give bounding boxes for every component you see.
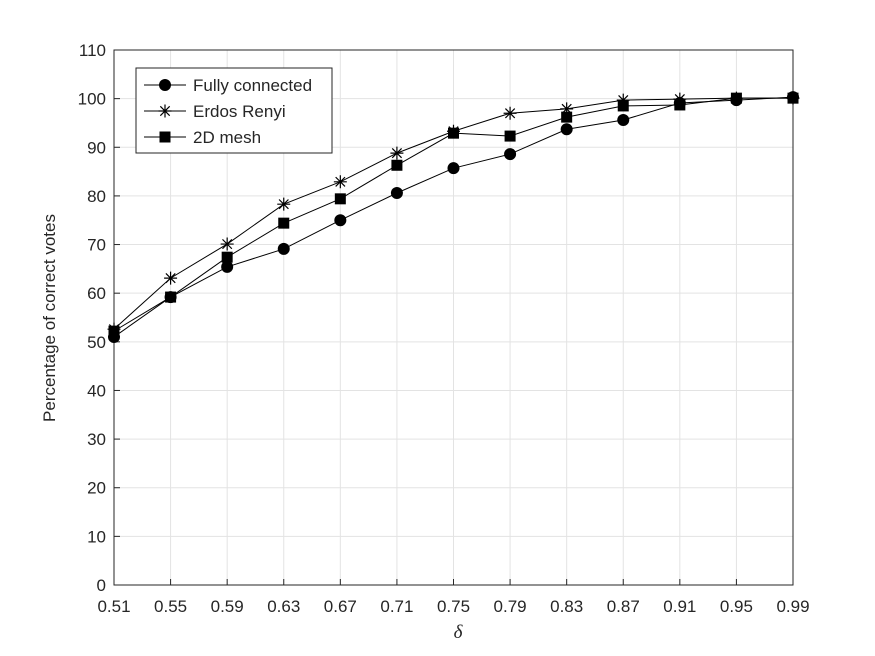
- marker: [391, 159, 403, 171]
- marker: [334, 214, 347, 227]
- x-axis-label: δ: [454, 622, 464, 643]
- marker: [158, 104, 172, 118]
- marker: [159, 131, 171, 143]
- y-tick-label: 20: [87, 479, 106, 498]
- x-tick-label: 0.51: [97, 597, 130, 616]
- marker: [220, 237, 234, 251]
- y-tick-label: 70: [87, 236, 106, 255]
- marker: [673, 92, 687, 106]
- marker: [390, 186, 403, 199]
- marker: [221, 260, 234, 273]
- marker: [277, 242, 290, 255]
- legend: Fully connected Erdos Renyi 2D mesh: [135, 67, 333, 154]
- y-tick-label: 100: [78, 90, 106, 109]
- marker: [390, 146, 404, 160]
- marker: [278, 217, 290, 229]
- plot-frame: [113, 49, 794, 586]
- x-tick-label: 0.75: [437, 597, 470, 616]
- x-tick-label: 0.87: [607, 597, 640, 616]
- y-tick-label: 90: [87, 138, 106, 157]
- y-tick-label: 40: [87, 381, 106, 400]
- legend-label: Fully connected: [193, 76, 312, 95]
- y-tick-label: 30: [87, 430, 106, 449]
- x-tick-label: 0.55: [154, 597, 187, 616]
- marker: [277, 197, 291, 211]
- marker: [165, 291, 177, 303]
- marker: [674, 99, 686, 111]
- x-tick-label: 0.59: [211, 597, 244, 616]
- marker: [617, 100, 629, 112]
- x-tick-label: 0.63: [267, 597, 300, 616]
- x-tick-label: 0.79: [494, 597, 527, 616]
- marker: [504, 130, 516, 142]
- marker: [503, 106, 517, 120]
- marker: [108, 325, 120, 337]
- marker: [164, 271, 178, 285]
- x-tick-label: 0.83: [550, 597, 583, 616]
- marker: [616, 93, 630, 107]
- x-tick-label: 0.95: [720, 597, 753, 616]
- marker: [221, 251, 233, 263]
- marker: [561, 111, 573, 123]
- marker: [448, 127, 459, 139]
- x-tick-label: 0.99: [776, 597, 809, 616]
- y-tick-label: 60: [87, 284, 106, 303]
- marker: [730, 92, 742, 104]
- marker: [617, 114, 630, 127]
- marker: [334, 193, 346, 205]
- marker: [447, 162, 460, 175]
- marker: [333, 175, 347, 189]
- marker: [787, 92, 799, 104]
- x-tick-label: 0.71: [380, 597, 413, 616]
- y-axis-label: Percentage of correct votes: [40, 214, 59, 422]
- marker: [560, 123, 573, 136]
- legend-label: 2D mesh: [193, 128, 261, 147]
- legend-label: Erdos Renyi: [193, 102, 286, 121]
- marker: [504, 148, 517, 161]
- y-tick-label: 0: [97, 576, 106, 595]
- marker: [159, 79, 171, 91]
- y-tick-label: 10: [87, 527, 106, 546]
- y-tick-label: 110: [79, 41, 106, 60]
- x-tick-label: 0.67: [324, 597, 357, 616]
- y-tick-label: 80: [87, 187, 106, 206]
- y-tick-label: 50: [87, 333, 106, 352]
- marker: [560, 102, 574, 116]
- x-tick-label: 0.91: [663, 597, 696, 616]
